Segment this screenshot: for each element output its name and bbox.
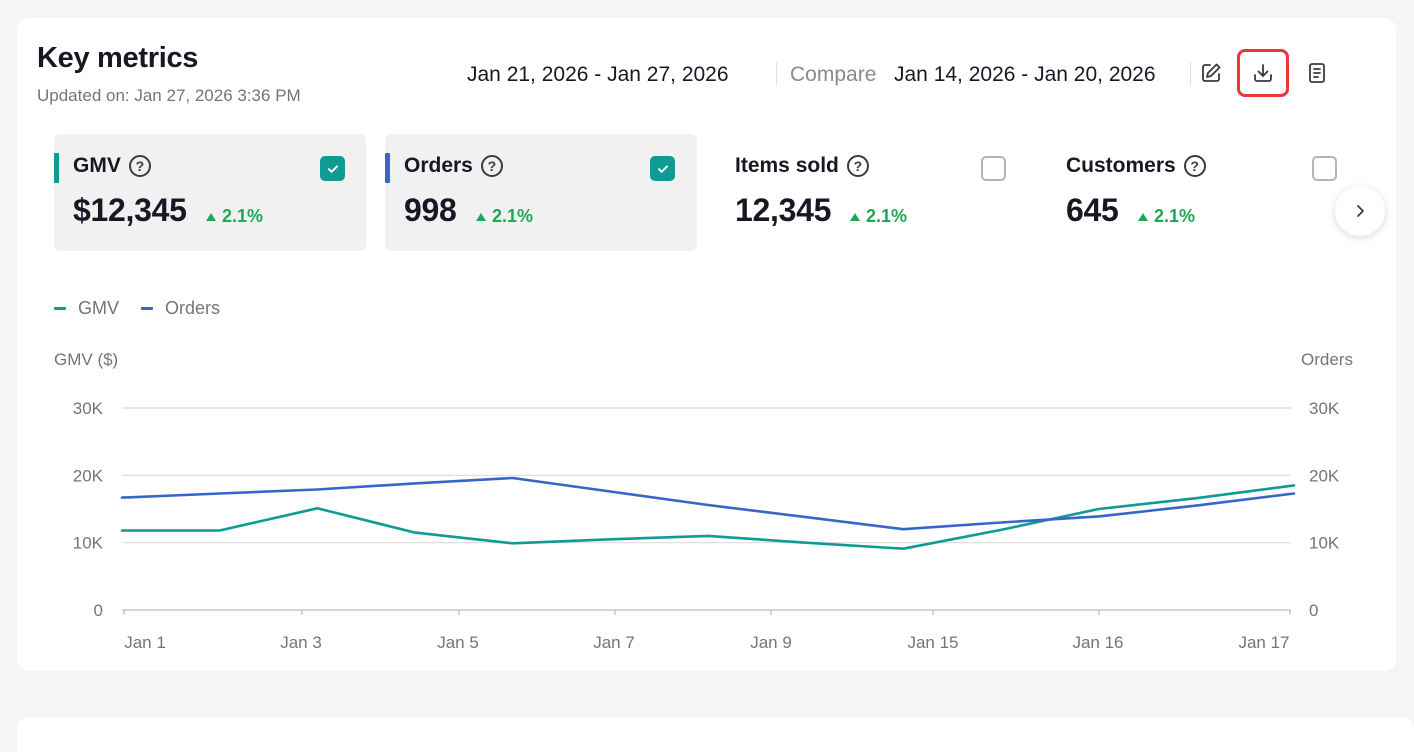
x-tick-label: Jan 1: [124, 633, 166, 652]
x-tick-label: Jan 5: [437, 633, 479, 652]
report-icon: [1309, 63, 1325, 83]
y-tick-label-right: 10K: [1309, 534, 1340, 553]
metric-label-text: Items sold: [735, 154, 839, 177]
metric-label-text: Orders: [404, 154, 473, 177]
metric-label-text: Customers: [1066, 154, 1176, 177]
metric-value: $12,345: [73, 192, 187, 228]
divider: [776, 62, 777, 86]
delta-text: 2.1%: [222, 206, 264, 226]
metric-checkbox[interactable]: [650, 156, 675, 181]
delta-text: 2.1%: [492, 206, 534, 226]
up-arrow-icon: [476, 212, 486, 221]
metric-card-items-sold[interactable]: Items sold ? 12,345 2.1%: [716, 134, 1028, 251]
key-metrics-card: [17, 18, 1396, 671]
metric-label: GMV ?: [73, 154, 151, 178]
legend-swatch: [54, 307, 66, 310]
legend-label: GMV: [78, 298, 120, 318]
metric-delta: 2.1%: [476, 206, 533, 227]
metric-checkbox[interactable]: [1312, 156, 1337, 181]
gmv-series-line: [120, 484, 1296, 551]
metric-label: Orders ?: [404, 154, 503, 178]
x-tick-label: Jan 15: [907, 633, 958, 652]
edit-button[interactable]: [1185, 49, 1237, 97]
series-color-bar: [385, 153, 390, 183]
y-axis-right-title: Orders: [1301, 350, 1353, 369]
up-arrow-icon: [206, 212, 216, 221]
metric-value: 998: [404, 192, 457, 228]
delta-text: 2.1%: [1154, 206, 1196, 226]
metric-delta: 2.1%: [1138, 206, 1195, 227]
delta-text: 2.1%: [866, 206, 908, 226]
orders-series-line: [120, 476, 1296, 531]
metric-delta: 2.1%: [206, 206, 263, 227]
series-color-bar: [54, 153, 59, 183]
compare-label: Compare: [790, 63, 877, 86]
y-tick-label-left: 30K: [73, 399, 104, 418]
date-range[interactable]: Jan 21, 2026 - Jan 27, 2026: [467, 63, 729, 86]
y-axis-left-title: GMV ($): [54, 350, 119, 369]
legend-label: Orders: [165, 298, 221, 318]
y-tick-label-right: 20K: [1309, 466, 1340, 485]
secondary-card: [17, 717, 1414, 752]
help-icon[interactable]: ?: [480, 155, 503, 177]
metric-card-gmv[interactable]: GMV ? $12,345 2.1%: [54, 134, 366, 251]
updated-timestamp: Updated on: Jan 27, 2026 3:36 PM: [37, 86, 301, 105]
check-icon: [327, 164, 338, 173]
up-arrow-icon: [1138, 212, 1148, 221]
chart-legend: GMV Orders: [54, 298, 220, 319]
metric-value: 12,345: [735, 192, 832, 228]
divider: [1190, 62, 1191, 86]
legend-item-gmv[interactable]: GMV: [54, 298, 119, 319]
metric-checkbox[interactable]: [320, 156, 345, 181]
report-button[interactable]: [1291, 49, 1343, 97]
y-tick-label-right: 0: [1309, 601, 1318, 620]
download-button[interactable]: [1237, 49, 1289, 97]
y-tick-label-right: 30K: [1309, 399, 1340, 418]
page-title: Key metrics: [37, 42, 199, 74]
check-icon: [657, 164, 668, 173]
download-icon: [1254, 64, 1272, 82]
legend-swatch: [141, 307, 154, 310]
help-icon[interactable]: ?: [128, 155, 151, 177]
metric-checkbox[interactable]: [981, 156, 1006, 181]
edit-icon: [1202, 63, 1221, 82]
chevron-right-icon: [1357, 205, 1364, 217]
x-tick-label: Jan 16: [1072, 633, 1123, 652]
y-tick-label-left: 20K: [73, 466, 104, 485]
help-icon[interactable]: ?: [1183, 155, 1206, 177]
metric-card-orders[interactable]: Orders ? 998 2.1%: [385, 134, 697, 251]
y-tick-label-left: 10K: [73, 534, 104, 553]
x-tick-label: Jan 9: [750, 633, 792, 652]
x-tick-label: Jan 3: [280, 633, 322, 652]
y-tick-label-left: 0: [94, 601, 103, 620]
x-tick-label: Jan 17: [1238, 633, 1289, 652]
metric-delta: 2.1%: [850, 206, 907, 227]
metric-label: Customers ?: [1066, 154, 1206, 178]
metric-card-customers[interactable]: Customers ? 645 2.1%: [1047, 134, 1347, 251]
legend-item-orders[interactable]: Orders: [141, 298, 220, 319]
up-arrow-icon: [850, 212, 860, 221]
metric-label: Items sold ?: [735, 154, 869, 178]
metric-label-text: GMV: [73, 154, 121, 177]
next-metrics-button[interactable]: [1335, 186, 1385, 236]
help-icon[interactable]: ?: [846, 155, 869, 177]
compare-date-range[interactable]: Jan 14, 2026 - Jan 20, 2026: [894, 63, 1156, 86]
metric-value: 645: [1066, 192, 1119, 228]
x-tick-label: Jan 7: [593, 633, 635, 652]
